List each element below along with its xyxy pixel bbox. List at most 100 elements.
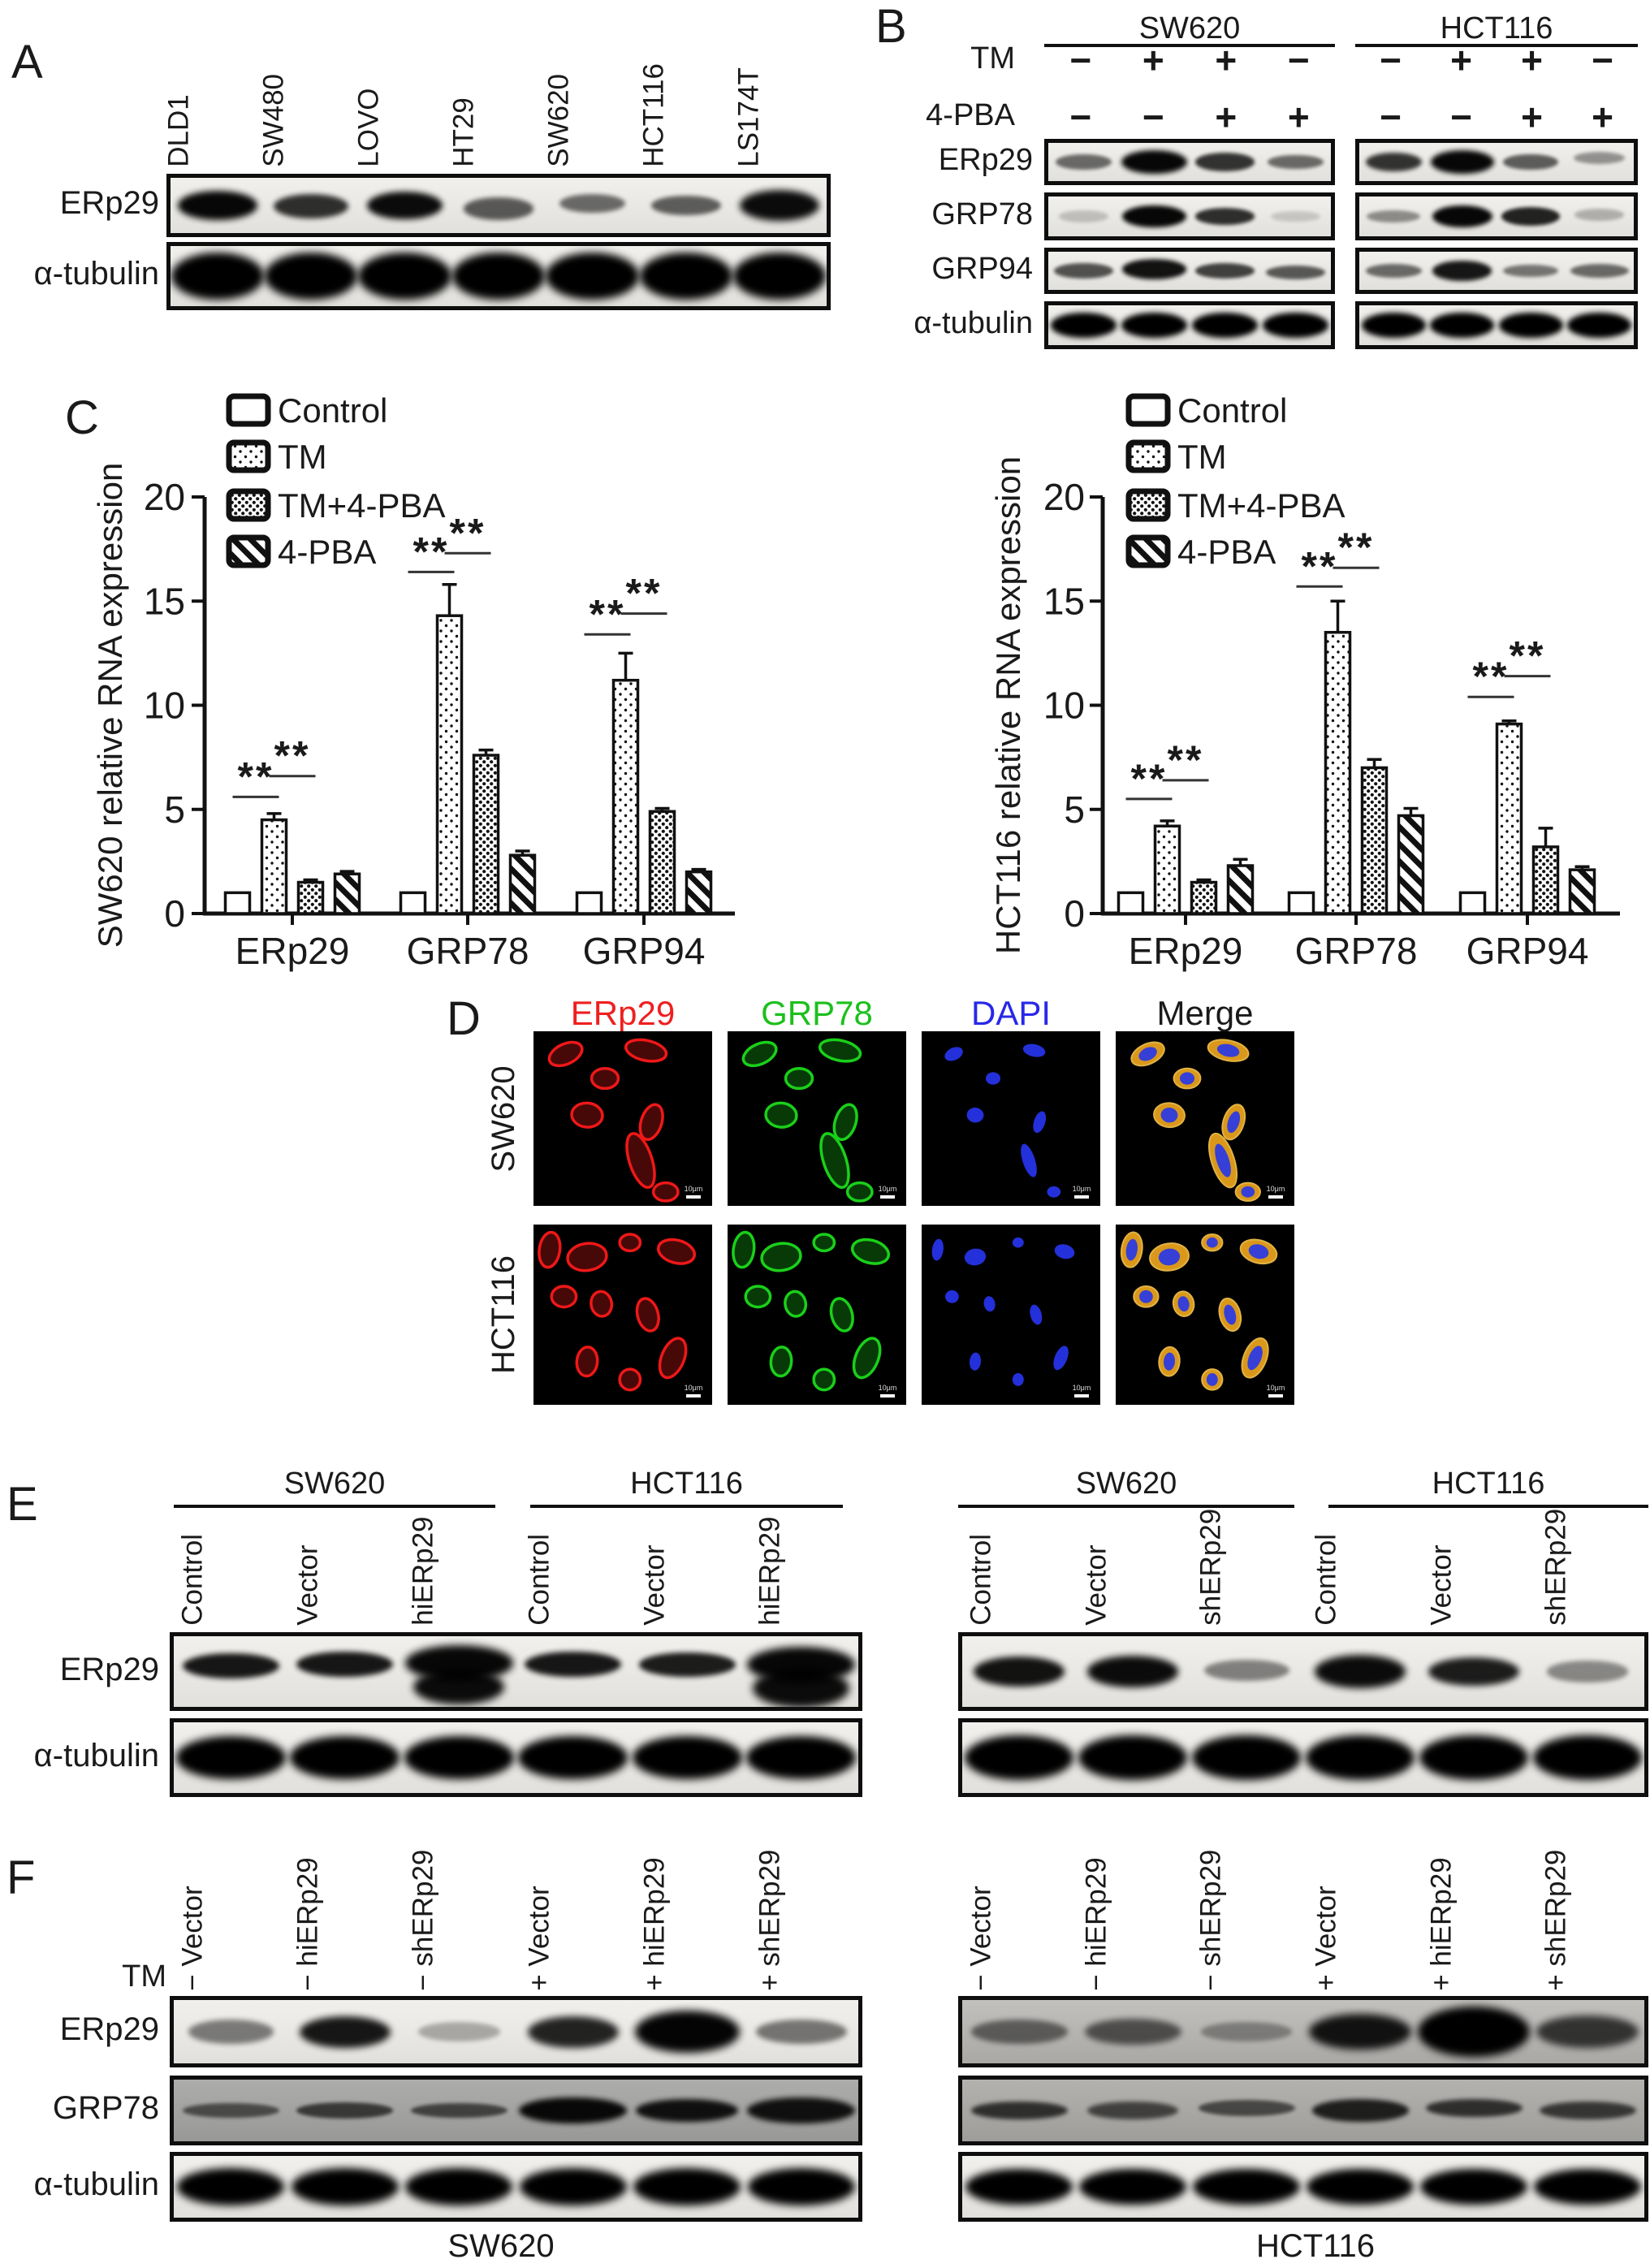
blot-band bbox=[1192, 313, 1258, 338]
blot-band bbox=[188, 2020, 274, 2044]
rect-shape bbox=[728, 1225, 906, 1405]
blot-band bbox=[182, 2102, 279, 2119]
panel-d-image-grp78: 10μm bbox=[728, 1031, 906, 1206]
blot-band bbox=[1432, 205, 1492, 228]
g-shape bbox=[1158, 1346, 1181, 1377]
g-shape bbox=[638, 1103, 664, 1142]
blot-band bbox=[417, 2022, 500, 2041]
ellipse-shape bbox=[618, 1367, 642, 1392]
bar-4-PBA bbox=[1568, 868, 1596, 915]
panel-d-image-erp29: 10μm bbox=[533, 1031, 712, 1206]
blot-band bbox=[546, 253, 639, 300]
blot-band bbox=[367, 192, 443, 219]
panel-b-treatment-sign: − bbox=[1380, 39, 1402, 81]
ellipse-shape bbox=[845, 1181, 874, 1203]
legend-label: TM+4-PBA bbox=[278, 486, 446, 525]
g-shape bbox=[1172, 1290, 1195, 1317]
g-shape bbox=[566, 1242, 608, 1272]
panel-b-treatment-sign: + bbox=[1287, 96, 1310, 138]
panel-a-blot-tubulin bbox=[166, 242, 831, 310]
blot-band bbox=[519, 2168, 627, 2205]
g-shape bbox=[760, 1242, 802, 1272]
bar-Control bbox=[575, 891, 603, 915]
panel-a-lane-label: LOVO bbox=[352, 88, 385, 167]
panel-f-letter: F bbox=[6, 1851, 36, 1904]
y-axis-label: SW620 relative RNA expression bbox=[91, 463, 129, 948]
g-shape bbox=[764, 1101, 798, 1129]
bar-TM+4-PBA bbox=[472, 754, 500, 915]
blot-band bbox=[405, 2168, 513, 2205]
legend-label: TM+4-PBA bbox=[1177, 486, 1345, 525]
g-shape bbox=[547, 1040, 584, 1068]
legend-swatch bbox=[1125, 439, 1171, 473]
bar-4-PBA bbox=[508, 853, 537, 915]
panel-b-cellline-header: HCT116 bbox=[1440, 11, 1553, 45]
blot-band bbox=[182, 1652, 279, 1679]
panel-f-lane-label: − shERp29 bbox=[1194, 1849, 1227, 1991]
blot-band bbox=[518, 1736, 628, 1779]
panel-e-lane-label: Vector bbox=[638, 1544, 670, 1626]
g-shape bbox=[1054, 1244, 1075, 1259]
blot-band bbox=[1087, 2101, 1178, 2120]
panel-b-blot-sw620 bbox=[1044, 248, 1335, 294]
blot-band bbox=[273, 194, 349, 219]
blot-band bbox=[1501, 207, 1561, 226]
blot-band bbox=[1122, 205, 1186, 228]
blot-band bbox=[753, 1669, 850, 1707]
scale-bar-label: 10μm bbox=[879, 1185, 897, 1193]
rect-shape bbox=[1074, 1195, 1089, 1199]
panel-f-lane-label: + Vector bbox=[522, 1886, 555, 1991]
g-shape bbox=[832, 1103, 858, 1142]
blot-band bbox=[636, 2098, 739, 2123]
rect-shape bbox=[533, 1225, 712, 1405]
ellipse-shape bbox=[944, 1047, 963, 1061]
g-shape bbox=[1221, 1104, 1246, 1141]
panel-b-treatment-label: TM bbox=[970, 41, 1015, 76]
panel-f-lane-label: − Vector bbox=[965, 1886, 997, 1991]
panel-d-image-grp78: 10μm bbox=[728, 1225, 906, 1405]
g-shape bbox=[784, 1066, 814, 1091]
blot-band bbox=[733, 253, 827, 300]
blot-band bbox=[1428, 1657, 1519, 1686]
ellipse-shape bbox=[590, 1290, 614, 1318]
panel-e-row-label: ERp29 bbox=[59, 1651, 159, 1687]
panel-b-blot-hct116 bbox=[1355, 139, 1638, 185]
ellipse-shape bbox=[970, 1352, 981, 1371]
ellipse-shape bbox=[983, 1296, 996, 1312]
y-tick-label: 5 bbox=[1064, 788, 1085, 831]
panel-e-lane-label: hiERp29 bbox=[754, 1516, 786, 1626]
panel-f-blot bbox=[170, 2076, 862, 2145]
panel-f-tm-label: TM bbox=[122, 1959, 166, 1994]
bar-TM bbox=[1153, 824, 1181, 915]
g-shape bbox=[1241, 1337, 1269, 1379]
ellipse-shape bbox=[1227, 1111, 1241, 1134]
panel-e-header-underline bbox=[958, 1505, 1294, 1508]
bar-TM+4-PBA bbox=[296, 880, 325, 915]
g-shape bbox=[1012, 1373, 1024, 1386]
blot-band bbox=[632, 1736, 742, 1779]
g-shape bbox=[1012, 1237, 1024, 1248]
panel-e-lane-label: Vector bbox=[1079, 1544, 1112, 1626]
panel-e-lane-label: shERp29 bbox=[1194, 1509, 1227, 1626]
g-shape bbox=[1234, 1182, 1261, 1202]
panel-b-row-label: GRP78 bbox=[931, 197, 1033, 231]
y-tick-label: 15 bbox=[1043, 580, 1085, 622]
ellipse-shape bbox=[538, 1230, 562, 1269]
ellipse-shape bbox=[1053, 1346, 1069, 1371]
blot-band bbox=[1079, 2168, 1186, 2205]
panel-e-blot bbox=[958, 1718, 1648, 1797]
g-shape bbox=[741, 1040, 778, 1068]
g-shape bbox=[635, 1297, 660, 1333]
ellipse-shape bbox=[635, 1297, 660, 1333]
blot-band bbox=[1121, 149, 1187, 175]
panel-b-letter: B bbox=[875, 0, 907, 53]
legend-label: 4-PBA bbox=[1177, 533, 1276, 571]
blot-band bbox=[1365, 264, 1422, 278]
panel-e-blot bbox=[958, 1632, 1648, 1711]
panel-b-treatment-sign: + bbox=[1521, 96, 1543, 138]
blot-band bbox=[175, 1736, 286, 1779]
panel-f-blot bbox=[170, 1996, 862, 2067]
blot-band bbox=[1059, 210, 1108, 222]
panel-a-row-label: ERp29 bbox=[59, 185, 159, 222]
